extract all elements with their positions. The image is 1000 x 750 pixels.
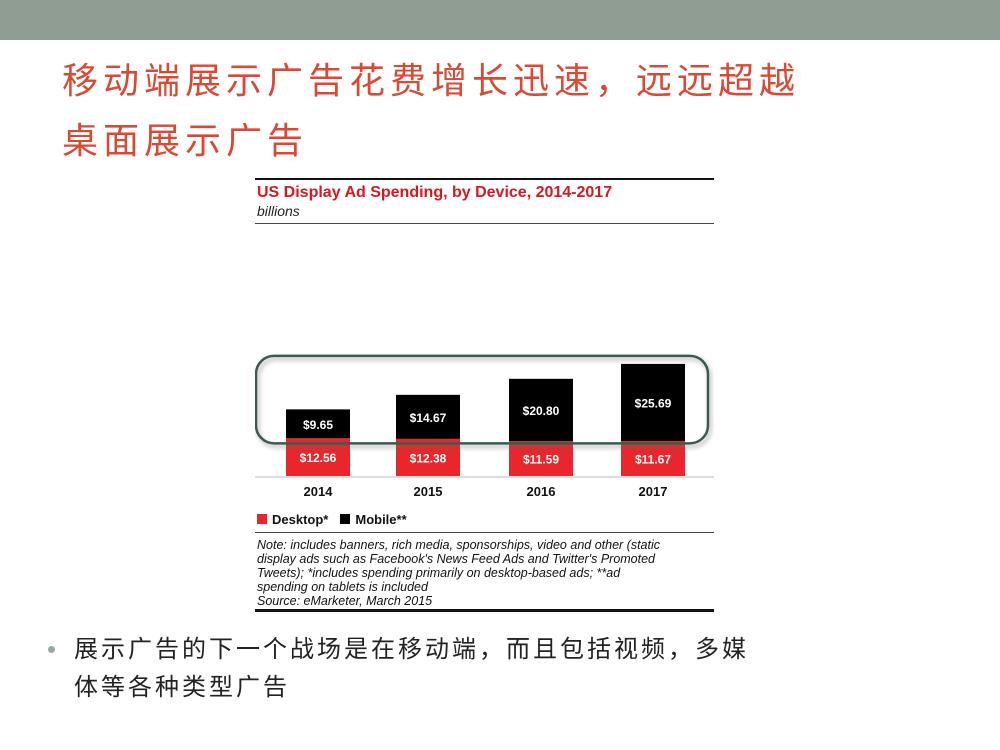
data-label-mobile-2017: $25.69: [635, 396, 672, 410]
mobile-highlight-box: [255, 354, 710, 445]
chart-note-line: Note: includes banners, rich media, spon…: [257, 538, 660, 552]
bullet-dot-icon: [48, 646, 55, 653]
x-tick-label-2015: 2015: [414, 484, 443, 499]
data-label-desktop-2016: $11.59: [523, 453, 559, 467]
bar-desktop-2014: [286, 438, 350, 476]
chart-note-line: spending on tablets is included: [257, 580, 428, 594]
bar-desktop-2015: [396, 438, 460, 476]
chart-source-line: Source: eMarketer, March 2015: [257, 594, 433, 608]
legend-label-desktop: Desktop*: [272, 511, 329, 527]
data-label-desktop-2014: $12.56: [300, 451, 337, 465]
legend-swatch-mobile: [340, 514, 351, 524]
data-label-mobile-2016: $20.80: [523, 404, 560, 418]
x-tick-label-2014: 2014: [304, 484, 334, 499]
chart-note-line: Tweets); *includes spending primarily on…: [257, 566, 621, 580]
data-label-mobile-2015: $14.67: [410, 411, 447, 425]
chart-title: US Display Ad Spending, by Device, 2014-…: [257, 184, 613, 201]
slide-title-line-2: 桌面展示广告: [62, 121, 309, 162]
stacked-bar-chart: $12.56 $9.65 2014 $12.38 $14.67 2015 $11.59 $20…: [255, 354, 714, 499]
bar-desktop-2017: [621, 440, 685, 476]
chart-panel: US Display Ad Spending, by Device, 2014-…: [255, 178, 714, 612]
chart-unit-label: billions: [257, 203, 300, 219]
bar-mobile-2016: [509, 378, 573, 442]
x-tick-label-2017: 2017: [639, 484, 668, 499]
x-tick-label-2016: 2016: [527, 484, 556, 499]
top-decor-band: [0, 0, 1000, 40]
chart-note-line: display ads such as Facebook's News Feed…: [257, 552, 656, 566]
bullet-text-line-1: 展示广告的下一个战场是在移动端，而且包括视频，多媒: [74, 635, 749, 663]
legend-swatch-desktop: [257, 514, 267, 524]
data-label-desktop-2017: $11.67: [635, 452, 671, 466]
bullet-text-line-2: 体等各种类型广告: [74, 673, 290, 701]
chart-top-rule: [255, 178, 714, 180]
bar-mobile-2014: [286, 409, 350, 439]
slide-title-line-1: 移动端展示广告花费增长迅速，远远超越: [62, 61, 801, 102]
data-label-mobile-2014: $9.65: [303, 418, 333, 432]
slide-title: 移动端展示广告花费增长迅速，远远超越 桌面展示广告: [62, 52, 962, 172]
legend-rule: [255, 532, 714, 533]
bullet-text: 展示广告的下一个战场是在移动端，而且包括视频，多媒 体等各种类型广告: [74, 630, 934, 706]
bar-mobile-2015: [396, 394, 460, 439]
bar-desktop-2016: [509, 441, 573, 476]
legend-item-mobile: Mobile**: [340, 511, 407, 527]
chart-bottom-rule: [255, 609, 714, 612]
chart-note: Note: includes banners, rich media, spon…: [257, 538, 709, 608]
chart-header-rule: [255, 223, 714, 224]
data-label-desktop-2015: $12.38: [410, 451, 447, 465]
bar-mobile-2017: [621, 363, 685, 441]
legend-item-desktop: Desktop*: [257, 512, 328, 527]
chart-legend: Desktop* Mobile**: [257, 510, 419, 528]
legend-label-mobile: Mobile**: [355, 511, 407, 527]
